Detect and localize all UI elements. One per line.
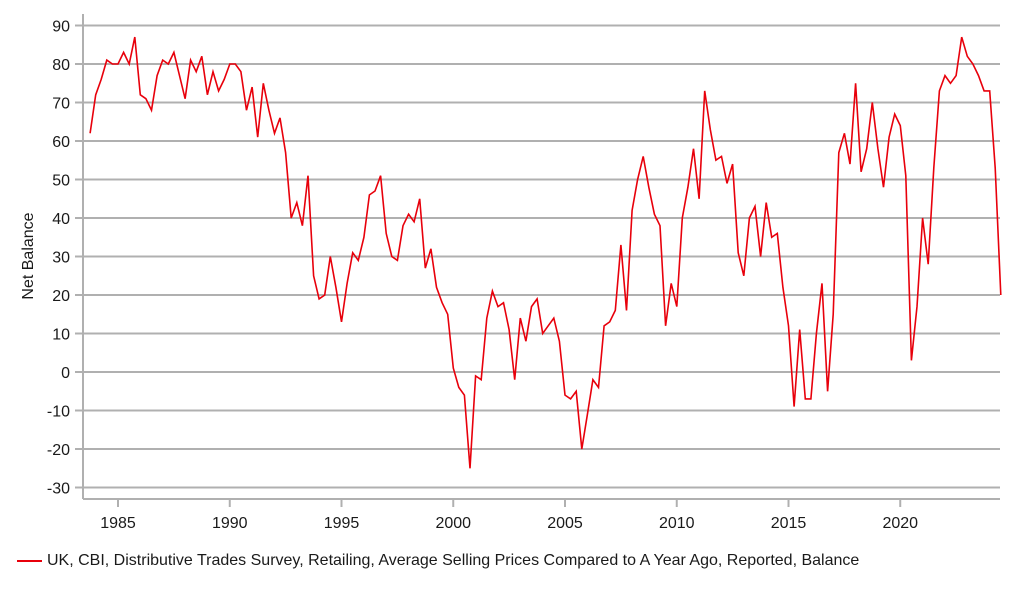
series-group (89, 36, 1002, 469)
gridlines (83, 24, 1000, 489)
y-tick-label: 0 (61, 365, 70, 382)
x-tick-label: 1990 (212, 515, 248, 532)
x-tick-label: 2015 (771, 515, 807, 532)
x-tick-label: 1985 (100, 515, 136, 532)
legend-label: UK, CBI, Distributive Trades Survey, Ret… (47, 552, 860, 569)
y-tick-label: 30 (52, 250, 70, 267)
y-tick-label: 20 (52, 288, 70, 305)
y-axis-title: Net Balance (20, 212, 37, 299)
series-line (89, 36, 1002, 469)
x-tick-label: 1995 (324, 515, 360, 532)
x-tick-label: 2000 (435, 515, 471, 532)
y-tick-label: -10 (47, 404, 70, 421)
y-tick-label: -20 (47, 442, 70, 459)
y-tick-label: 90 (52, 19, 70, 36)
y-tick-label: 50 (52, 173, 70, 190)
legend-swatch (17, 560, 42, 562)
legend: UK, CBI, Distributive Trades Survey, Ret… (17, 552, 859, 570)
y-tick-label: 40 (52, 211, 70, 228)
y-tick-label: 10 (52, 327, 70, 344)
y-tick-label: -30 (47, 481, 70, 498)
x-axis-ticks: 1985 1990 1995 2000 2005 2010 2015 2020 (100, 499, 918, 532)
y-tick-label: 80 (52, 57, 70, 74)
y-tick-label: 60 (52, 134, 70, 151)
x-tick-label: 2020 (882, 515, 918, 532)
x-tick-label: 2010 (659, 515, 695, 532)
x-tick-label: 2005 (547, 515, 583, 532)
y-axis-ticks: 90 80 70 60 50 40 30 20 10 0 -10 -20 -30 (47, 19, 83, 498)
y-tick-label: 70 (52, 96, 70, 113)
